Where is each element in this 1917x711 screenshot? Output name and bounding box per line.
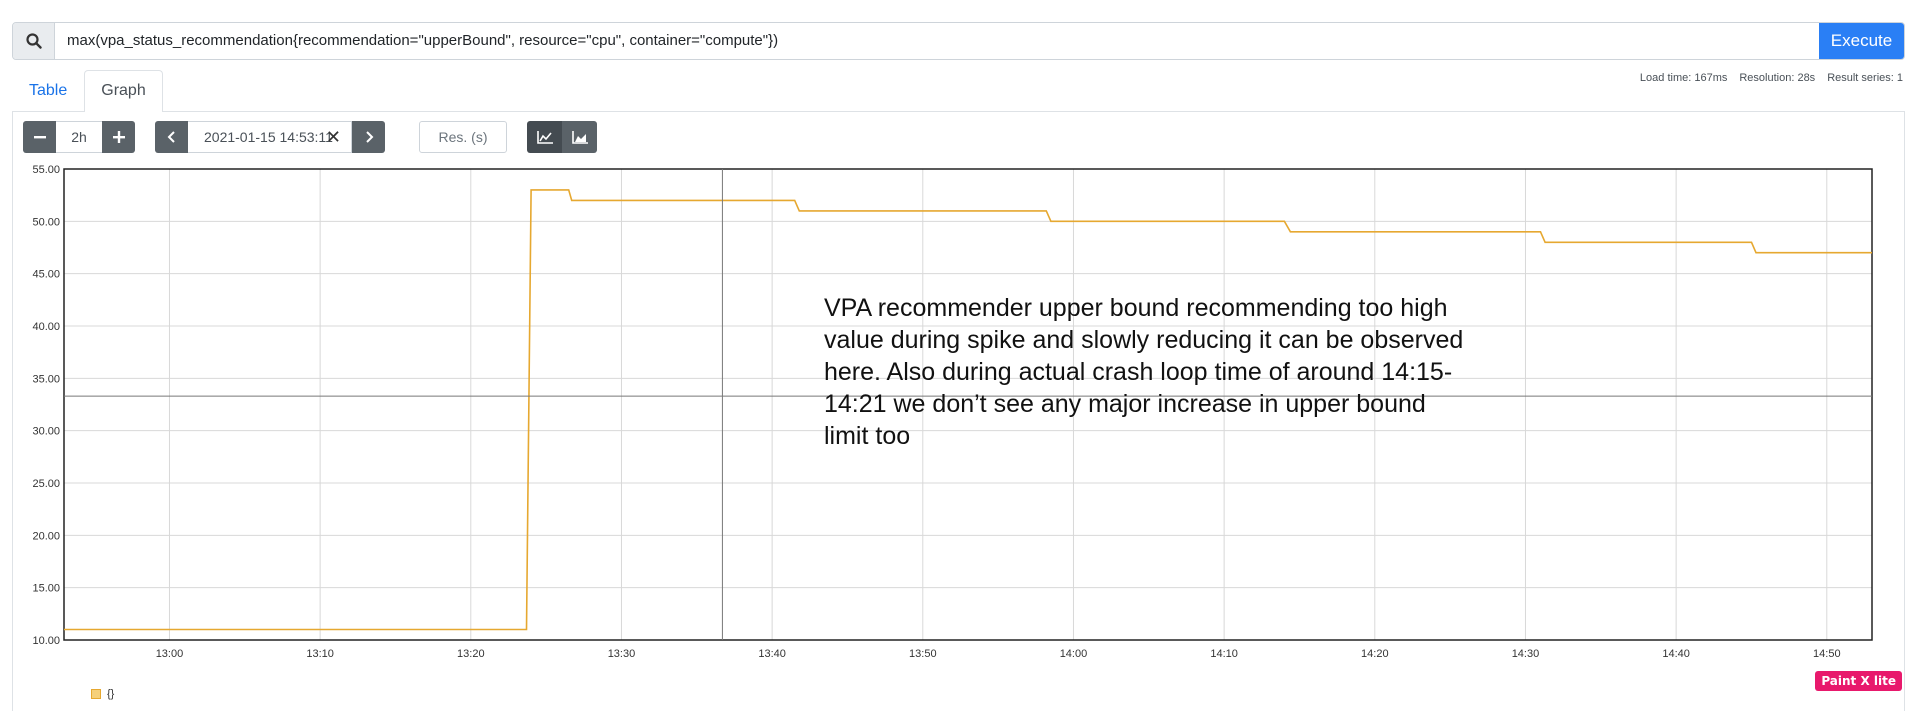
time-forward-button[interactable]	[352, 121, 385, 153]
y-tick-label: 15.00	[32, 583, 60, 595]
x-tick-label: 13:20	[457, 648, 485, 660]
time-back-button[interactable]	[155, 121, 188, 153]
line-chart-icon	[536, 130, 553, 144]
query-stats: Load time: 167ms Resolution: 28s Result …	[1640, 72, 1903, 84]
y-tick-label: 45.00	[32, 269, 60, 281]
result-series: Result series: 1	[1827, 72, 1903, 84]
x-tick-label: 14:50	[1813, 648, 1841, 660]
x-tick-label: 14:30	[1512, 648, 1540, 660]
close-icon[interactable]: ✕	[325, 127, 341, 147]
chevron-left-icon	[167, 131, 175, 143]
resolution-stat: Resolution: 28s	[1739, 72, 1816, 84]
y-tick-label: 50.00	[32, 216, 60, 228]
end-time-input[interactable]: 2021-01-15 14:53:11 ✕	[188, 121, 352, 153]
y-tick-label: 30.00	[32, 426, 60, 438]
x-tick-label: 13:10	[306, 648, 334, 660]
x-tick-label: 13:30	[608, 648, 636, 660]
end-time-value: 2021-01-15 14:53:11	[204, 129, 333, 145]
x-tick-label: 13:40	[758, 648, 786, 660]
legend: {}	[91, 688, 114, 700]
y-tick-label: 55.00	[32, 164, 60, 176]
line-chart-button[interactable]	[527, 121, 562, 153]
execute-button[interactable]: Execute	[1819, 23, 1904, 59]
graph-panel: 2h 2021-01-15 14:53:11 ✕ Res. (s)	[12, 111, 1905, 711]
x-tick-label: 14:00	[1060, 648, 1088, 660]
series-line	[64, 189, 1872, 631]
y-tick-label: 40.00	[32, 321, 60, 333]
area-chart-icon	[571, 130, 588, 144]
load-time: Load time: 167ms	[1639, 72, 1728, 84]
increase-range-button[interactable]	[102, 121, 135, 153]
y-tick-label: 25.00	[32, 478, 60, 490]
tab-bar: Table Graph	[12, 70, 163, 112]
x-tick-label: 13:50	[909, 648, 937, 660]
range-input[interactable]: 2h	[56, 121, 102, 153]
legend-series-label[interactable]: {}	[107, 688, 115, 700]
x-tick-label: 14:40	[1662, 648, 1690, 660]
annotation-note: VPA recommender upper bound recommending…	[824, 294, 1464, 450]
expression-input[interactable]	[55, 23, 1819, 59]
plus-icon	[112, 131, 125, 143]
plot-frame	[63, 168, 1873, 641]
legend-swatch[interactable]	[91, 689, 101, 699]
x-tick-label: 14:20	[1361, 648, 1389, 660]
decrease-range-button[interactable]	[23, 121, 56, 153]
stacked-chart-button[interactable]	[562, 121, 597, 153]
y-tick-label: 20.00	[32, 530, 60, 542]
query-bar: Execute	[12, 22, 1905, 60]
y-tick-label: 10.00	[32, 635, 60, 647]
x-tick-label: 14:10	[1210, 648, 1238, 660]
tab-table[interactable]: Table	[29, 82, 68, 99]
tab-graph[interactable]: Graph	[84, 70, 163, 112]
graph-controls: 2h 2021-01-15 14:53:11 ✕ Res. (s)	[23, 121, 597, 153]
watermark-badge: Paint X lite	[1815, 671, 1902, 691]
resolution-input[interactable]: Res. (s)	[419, 121, 507, 153]
x-tick-label: 13:00	[156, 648, 184, 660]
search-icon	[13, 23, 55, 59]
minus-icon	[33, 136, 46, 139]
chevron-right-icon	[365, 131, 373, 143]
y-tick-label: 35.00	[32, 373, 60, 385]
